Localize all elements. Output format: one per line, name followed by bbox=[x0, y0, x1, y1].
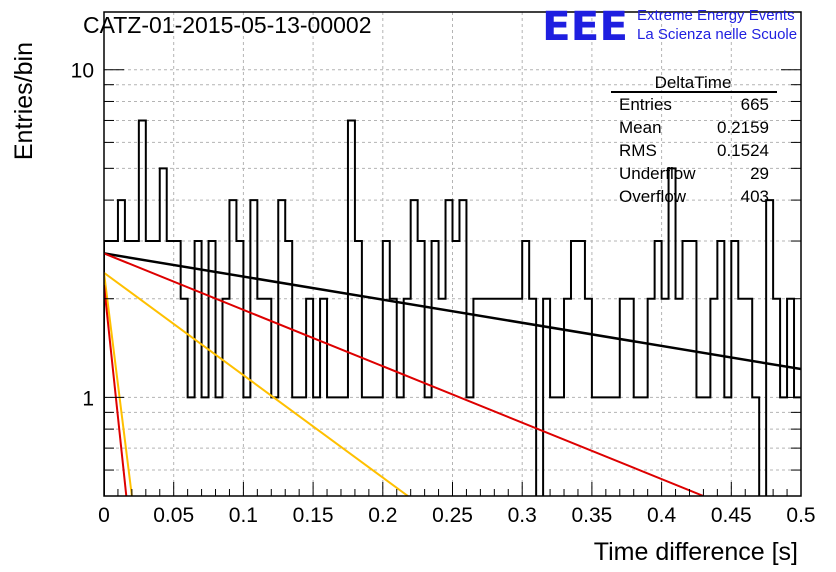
stats-value: 665 bbox=[741, 95, 769, 114]
fit-line-4 bbox=[104, 285, 128, 496]
tick-labels: 0 0.05 0.1 0.15 0.2 0.25 0.3 0.35 0.4 0.45 0.5 1 10 bbox=[71, 60, 816, 527]
x-axis-title: Time difference [s] bbox=[594, 538, 798, 566]
fit-line-1 bbox=[104, 252, 704, 496]
x-tick-label: 0.25 bbox=[432, 504, 473, 527]
logo-line2: La Scienza nelle Scuole bbox=[637, 26, 797, 43]
histogram-bins bbox=[104, 119, 801, 496]
chart-title: CATZ-01-2015-05-13-00002 bbox=[83, 12, 372, 38]
stats-value: 29 bbox=[750, 164, 769, 183]
x-tick-label: 0.3 bbox=[508, 504, 537, 527]
x-tick-label: 0 bbox=[98, 504, 110, 527]
y-tick-label: 10 bbox=[71, 60, 94, 83]
fit-line-2 bbox=[104, 271, 409, 496]
x-tick-label: 0.2 bbox=[368, 504, 397, 527]
stats-value: 0.2159 bbox=[717, 118, 769, 137]
stats-title: DeltaTime bbox=[655, 73, 732, 92]
stats-box: DeltaTime Entries 665 Mean 0.2159 RMS 0.1524 U… bbox=[611, 73, 777, 206]
x-tick-label: 0.5 bbox=[786, 504, 815, 527]
x-tick-label: 0.1 bbox=[229, 504, 258, 527]
fit-line-0 bbox=[104, 252, 801, 371]
stats-label: Underflow bbox=[619, 164, 696, 183]
histogram bbox=[104, 119, 801, 496]
axis-ticks bbox=[103, 69, 802, 496]
stats-value: 403 bbox=[741, 187, 769, 206]
logo-letters: EEE bbox=[542, 4, 628, 50]
stats-value: 0.1524 bbox=[717, 141, 769, 160]
logo-line1: Extreme Energy Events bbox=[637, 7, 795, 24]
y-axis-title: Entries/bin bbox=[10, 42, 38, 160]
stats-label: Mean bbox=[619, 118, 662, 137]
x-tick-label: 0.35 bbox=[571, 504, 612, 527]
x-tick-label: 0.15 bbox=[293, 504, 334, 527]
stats-label: RMS bbox=[619, 141, 657, 160]
fit-lines bbox=[104, 252, 801, 496]
x-tick-label: 0.45 bbox=[711, 504, 752, 527]
fit-line-3 bbox=[104, 272, 133, 496]
x-tick-label: 0.4 bbox=[647, 504, 677, 527]
x-tick-label: 0.05 bbox=[153, 504, 194, 527]
y-tick-label: 1 bbox=[82, 387, 94, 410]
stats-label: Entries bbox=[619, 95, 672, 114]
eee-logo: EEE Extreme Energy Events La Scienza nel… bbox=[542, 4, 797, 50]
stats-label: Overflow bbox=[619, 187, 687, 206]
